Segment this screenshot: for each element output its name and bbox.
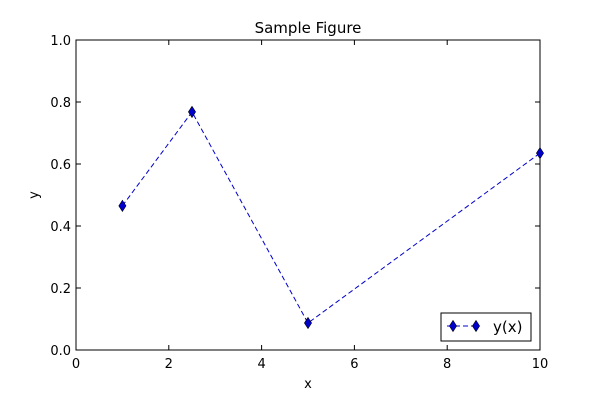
y-tick-label: 0.4	[50, 220, 71, 235]
data-point-marker	[188, 105, 196, 119]
y-tick-label: 0.8	[50, 96, 71, 111]
x-tick-label: 6	[350, 357, 358, 372]
x-axis-label: x	[304, 377, 312, 392]
legend-label: y(x)	[493, 318, 522, 336]
x-axis-ticks: 0 2 4 6 8 10	[72, 40, 548, 372]
x-tick-label: 4	[257, 357, 265, 372]
series-line	[121, 110, 541, 324]
data-point-marker	[536, 146, 544, 160]
data-point-marker	[304, 316, 312, 330]
axes-frame	[75, 39, 541, 351]
y-axis-ticks: 0.0 0.2 0.4 0.6 0.8 1.0	[50, 34, 540, 359]
y-axis-label: y	[27, 191, 42, 199]
x-tick-label: 8	[443, 357, 451, 372]
x-tick-label: 0	[72, 357, 80, 372]
legend: y(x)	[440, 312, 532, 342]
y-tick-label: 0.6	[50, 158, 71, 173]
y-tick-label: 1.0	[50, 34, 71, 49]
series-layer	[118, 105, 544, 330]
legend-marker	[472, 319, 480, 333]
legend-marker	[449, 319, 457, 333]
x-tick-label: 10	[532, 357, 549, 372]
data-point-marker	[118, 199, 127, 213]
chart-title: Sample Figure	[255, 19, 362, 37]
plot-area	[75, 39, 541, 351]
y-tick-label: 0.0	[50, 344, 71, 359]
y-tick-label: 0.2	[50, 282, 71, 297]
x-tick-label: 2	[165, 357, 173, 372]
